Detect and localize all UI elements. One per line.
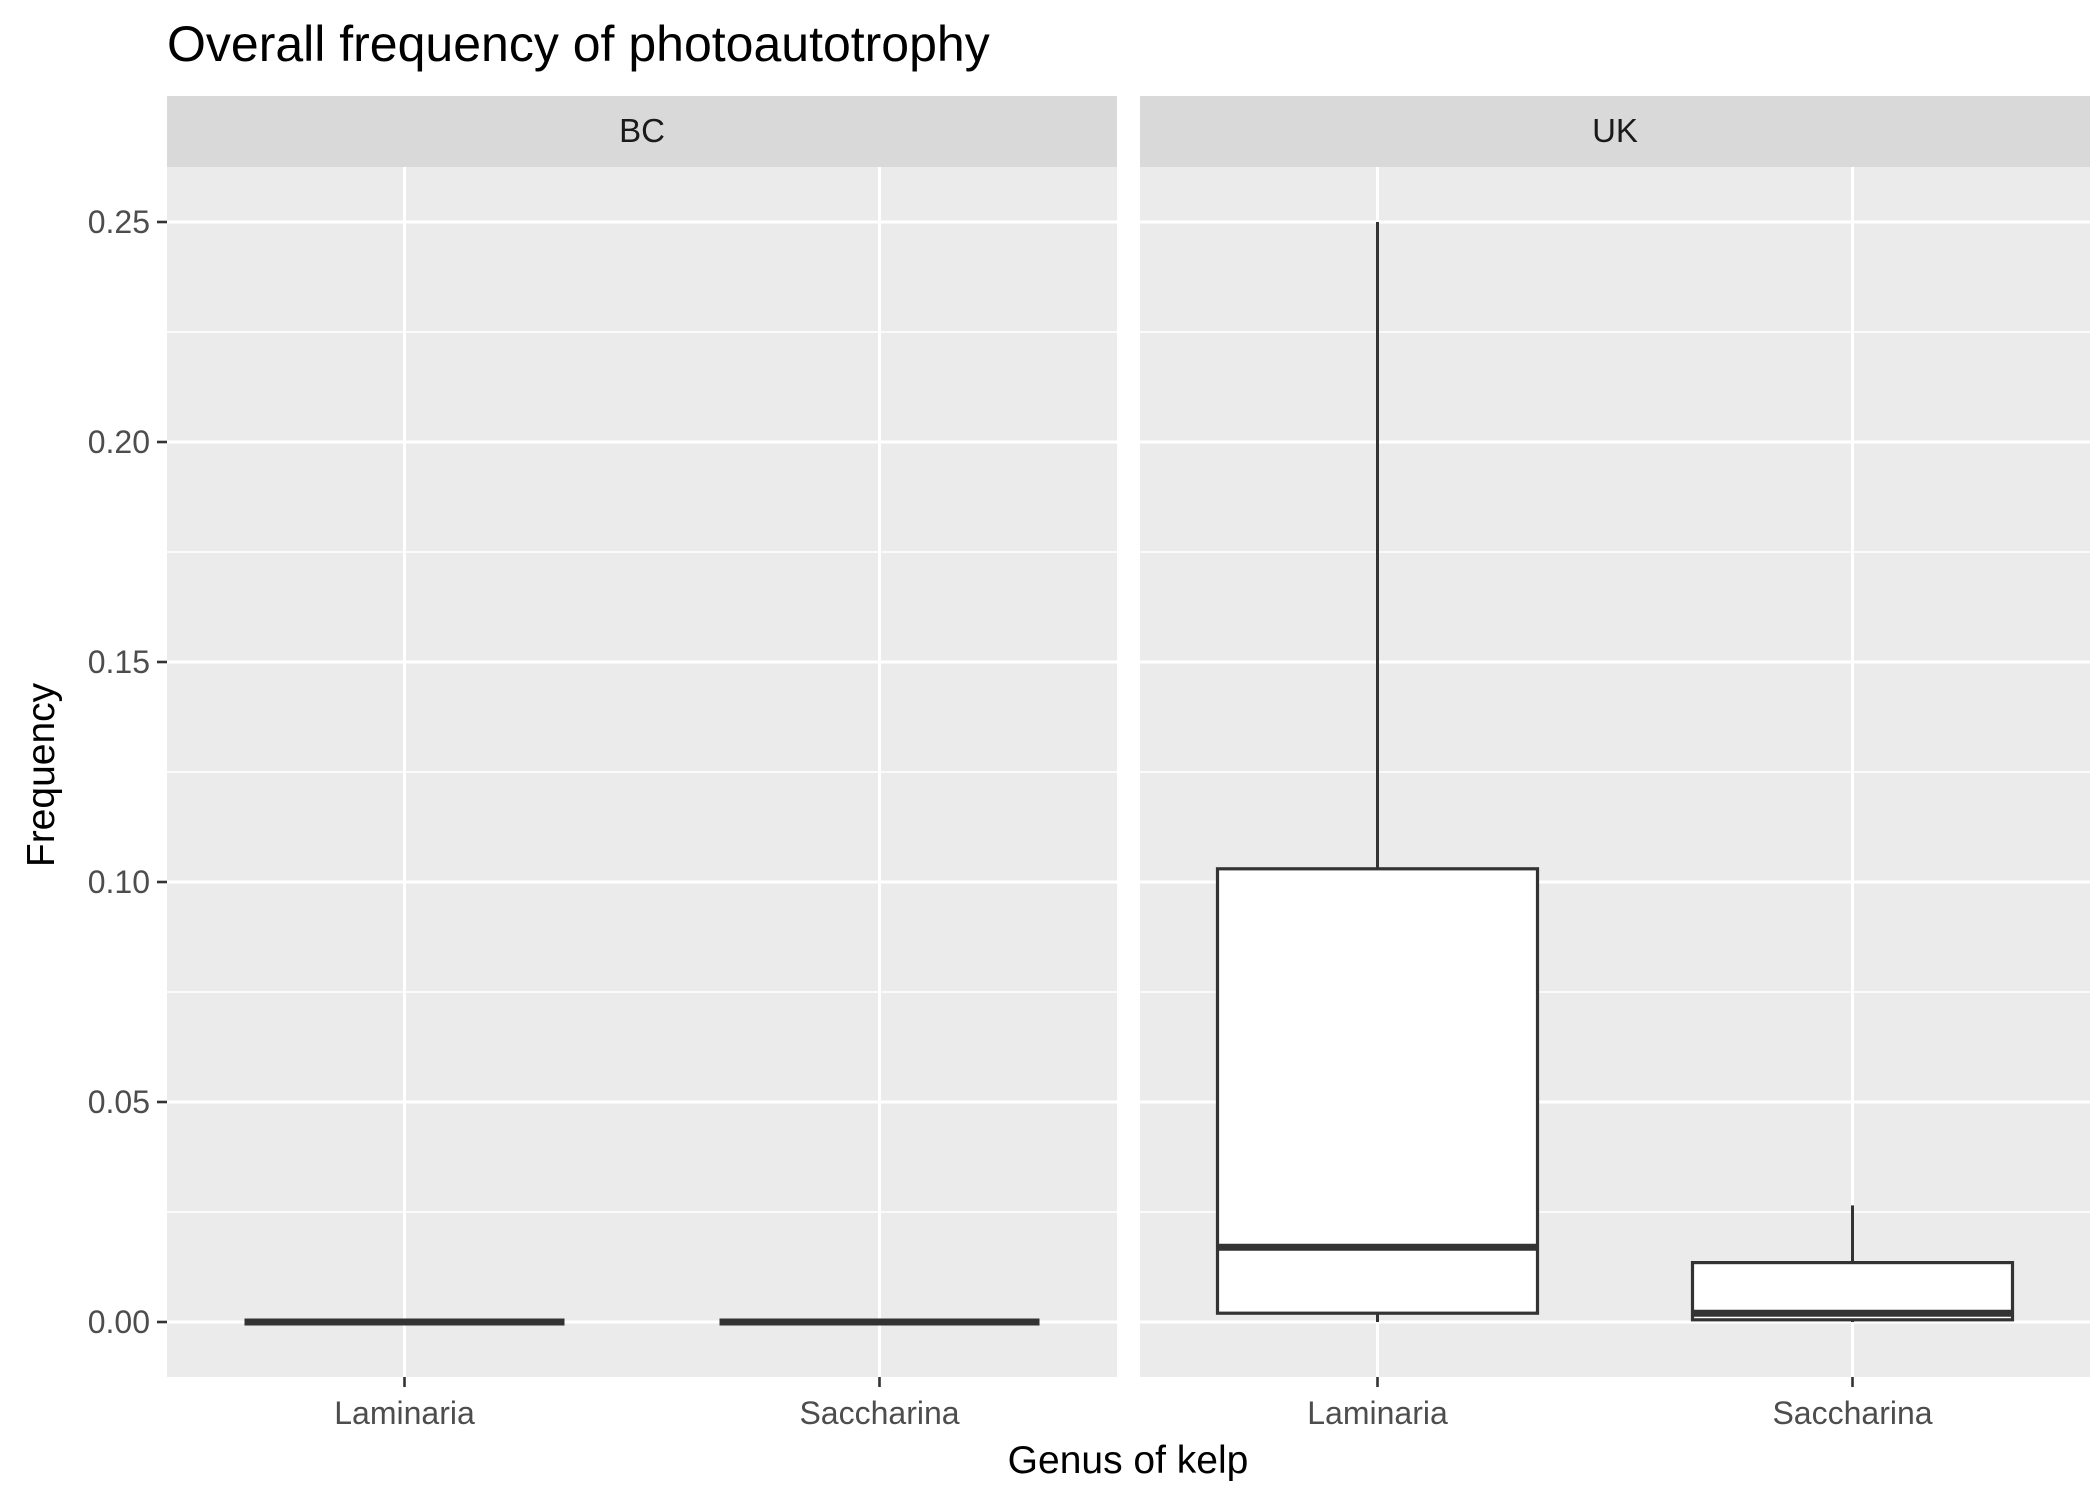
x-tick-label: Laminaria: [334, 1395, 475, 1431]
x-axis-title: Genus of kelp: [1008, 1439, 1249, 1482]
box-body: [1215, 867, 1540, 1315]
x-tick-label: Laminaria: [1307, 1395, 1448, 1431]
y-axis-title: Frequency: [20, 682, 63, 867]
box-laminaria: [1215, 222, 1540, 1322]
y-tick-label: 0.05: [88, 1084, 150, 1120]
y-tick-label: 0.10: [88, 864, 150, 900]
facet-uk: UK Laminaria Saccharina: [1140, 96, 2090, 1431]
facet-strip-label: BC: [619, 112, 665, 149]
y-tick-label: 0.00: [88, 1304, 150, 1340]
facet-strip: [1140, 96, 2090, 167]
chart-title: Overall frequency of photoautotrophy: [167, 16, 990, 72]
y-axis: 0.00 0.05 0.10 0.15 0.20 0.25: [88, 204, 167, 1340]
box-saccharina: [1690, 1205, 2015, 1322]
x-tick-label: Saccharina: [799, 1395, 959, 1431]
y-tick-label: 0.20: [88, 424, 150, 460]
y-tick-label: 0.25: [88, 204, 150, 240]
facet-strip-label: UK: [1592, 112, 1638, 149]
x-tick-label: Saccharina: [1772, 1395, 1932, 1431]
facet-strip: [167, 96, 1117, 167]
facet-bc: BC Laminaria Saccharina: [167, 96, 1117, 1431]
y-tick-label: 0.15: [88, 644, 150, 680]
facet-panels: BC Laminaria Saccharina UK Laminaria Sacchari…: [167, 96, 2090, 1431]
